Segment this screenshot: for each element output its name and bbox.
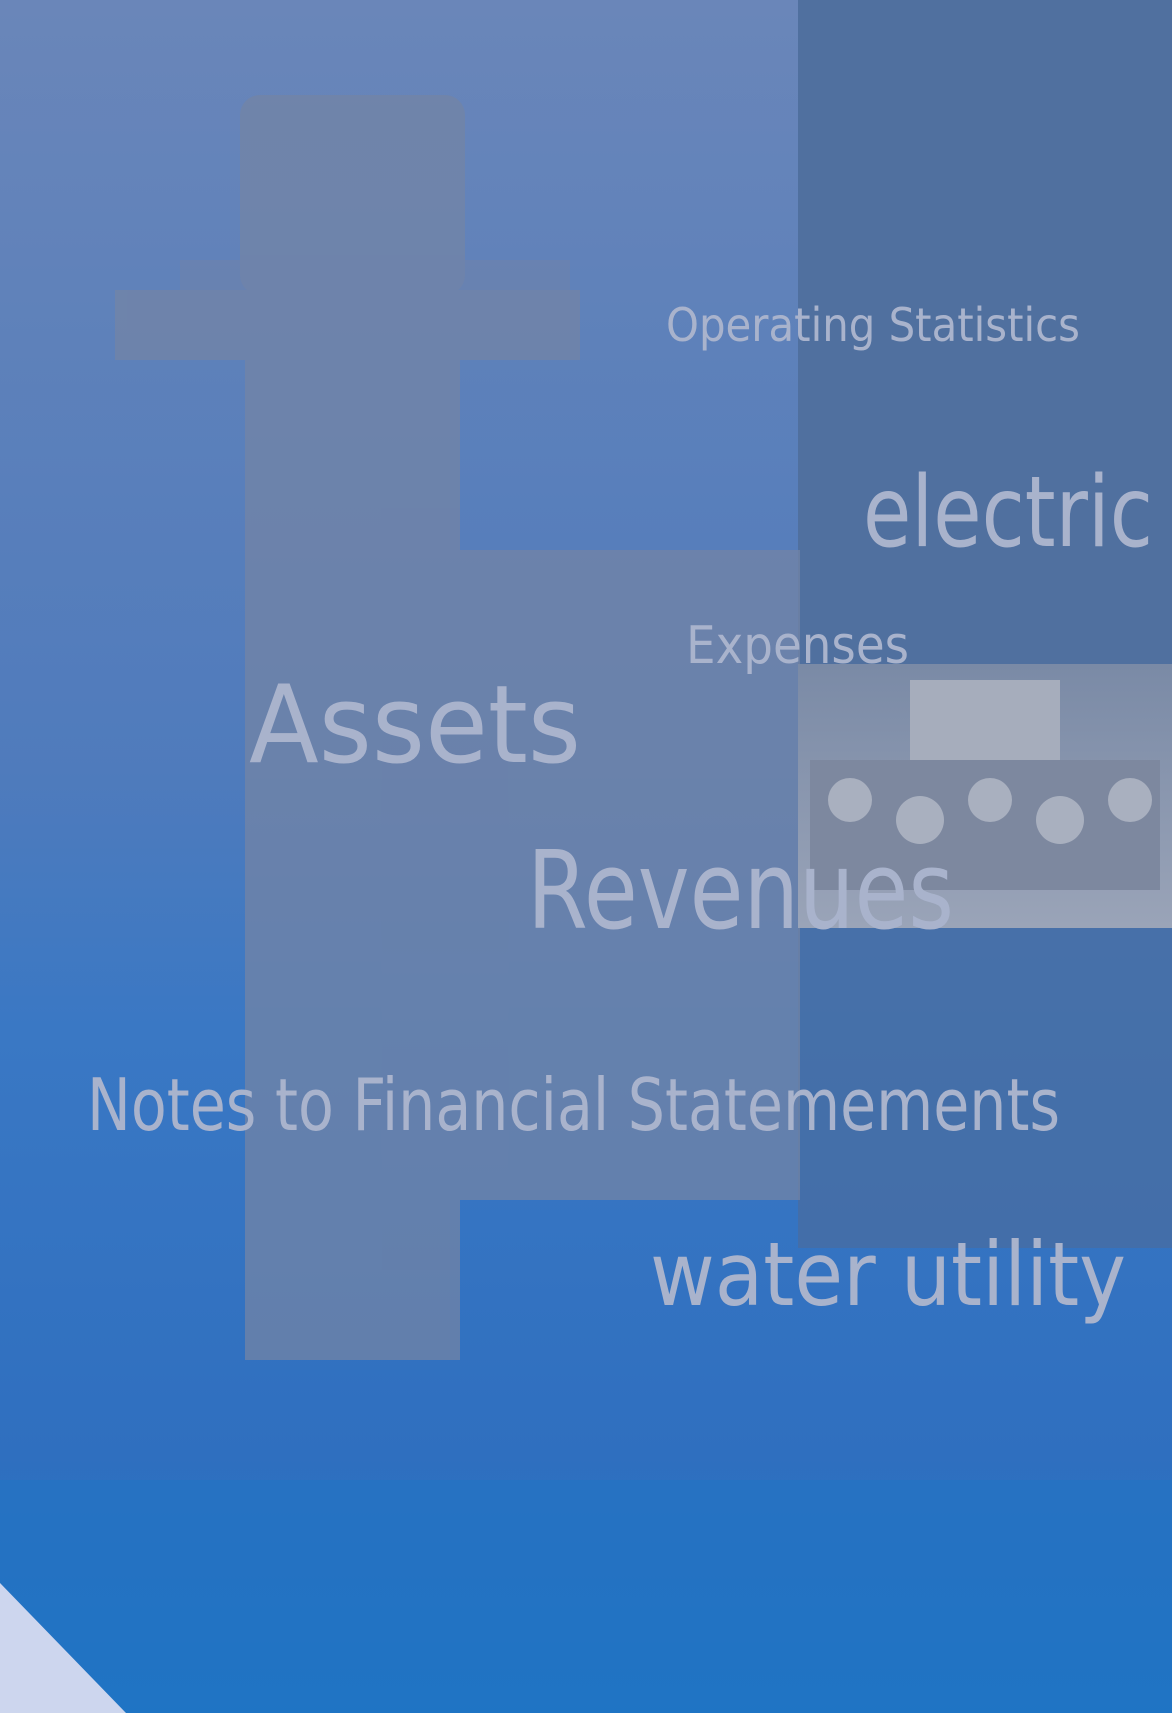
cover-page: Operating Statistics electric Expenses A… <box>0 0 1172 1713</box>
heading: Revenues <box>527 829 954 954</box>
heading: Expenses <box>686 616 909 676</box>
heading: Notes to Financial Statemements <box>87 1063 1060 1147</box>
heading: Operating Statistics <box>666 298 1080 352</box>
bottom-band <box>0 1480 1172 1713</box>
heading: electric <box>863 456 1153 570</box>
heading: water utility <box>650 1223 1126 1326</box>
heading: Assets <box>249 663 581 788</box>
